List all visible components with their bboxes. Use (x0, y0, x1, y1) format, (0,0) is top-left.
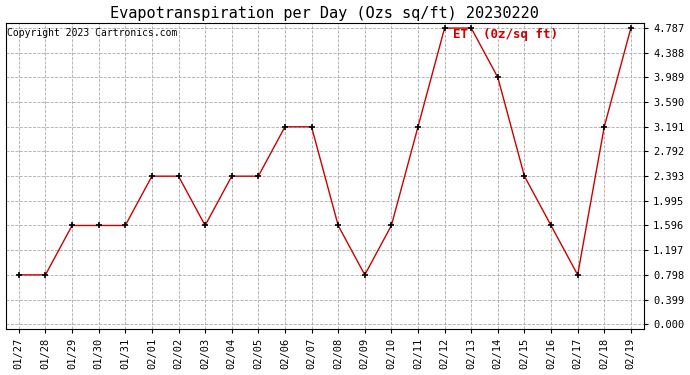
Line: ET  (0z/sq ft): ET (0z/sq ft) (15, 25, 634, 278)
ET  (0z/sq ft) (627, 26, 635, 30)
Text: Copyright 2023 Cartronics.com: Copyright 2023 Cartronics.com (7, 28, 177, 38)
ET  (0z/sq ft) (201, 223, 209, 228)
ET  (0z/sq ft) (41, 273, 50, 277)
ET  (0z/sq ft) (387, 223, 395, 228)
ET  (0z/sq ft) (334, 223, 342, 228)
ET  (0z/sq ft) (493, 75, 502, 80)
ET  (0z/sq ft) (308, 124, 316, 129)
ET  (0z/sq ft) (600, 124, 609, 129)
ET  (0z/sq ft) (175, 174, 183, 178)
ET  (0z/sq ft) (440, 26, 449, 30)
ET  (0z/sq ft) (547, 223, 555, 228)
ET  (0z/sq ft) (228, 174, 236, 178)
ET  (0z/sq ft) (14, 273, 23, 277)
ET  (0z/sq ft) (281, 124, 289, 129)
ET  (0z/sq ft) (361, 273, 369, 277)
ET  (0z/sq ft) (68, 223, 76, 228)
ET  (0z/sq ft) (121, 223, 130, 228)
ET  (0z/sq ft) (573, 273, 582, 277)
Text: ET  (0z/sq ft): ET (0z/sq ft) (453, 28, 558, 41)
ET  (0z/sq ft) (254, 174, 262, 178)
ET  (0z/sq ft) (467, 26, 475, 30)
Title: Evapotranspiration per Day (Ozs sq/ft) 20230220: Evapotranspiration per Day (Ozs sq/ft) 2… (110, 6, 540, 21)
ET  (0z/sq ft) (414, 124, 422, 129)
ET  (0z/sq ft) (520, 174, 529, 178)
ET  (0z/sq ft) (148, 174, 156, 178)
ET  (0z/sq ft) (95, 223, 103, 228)
